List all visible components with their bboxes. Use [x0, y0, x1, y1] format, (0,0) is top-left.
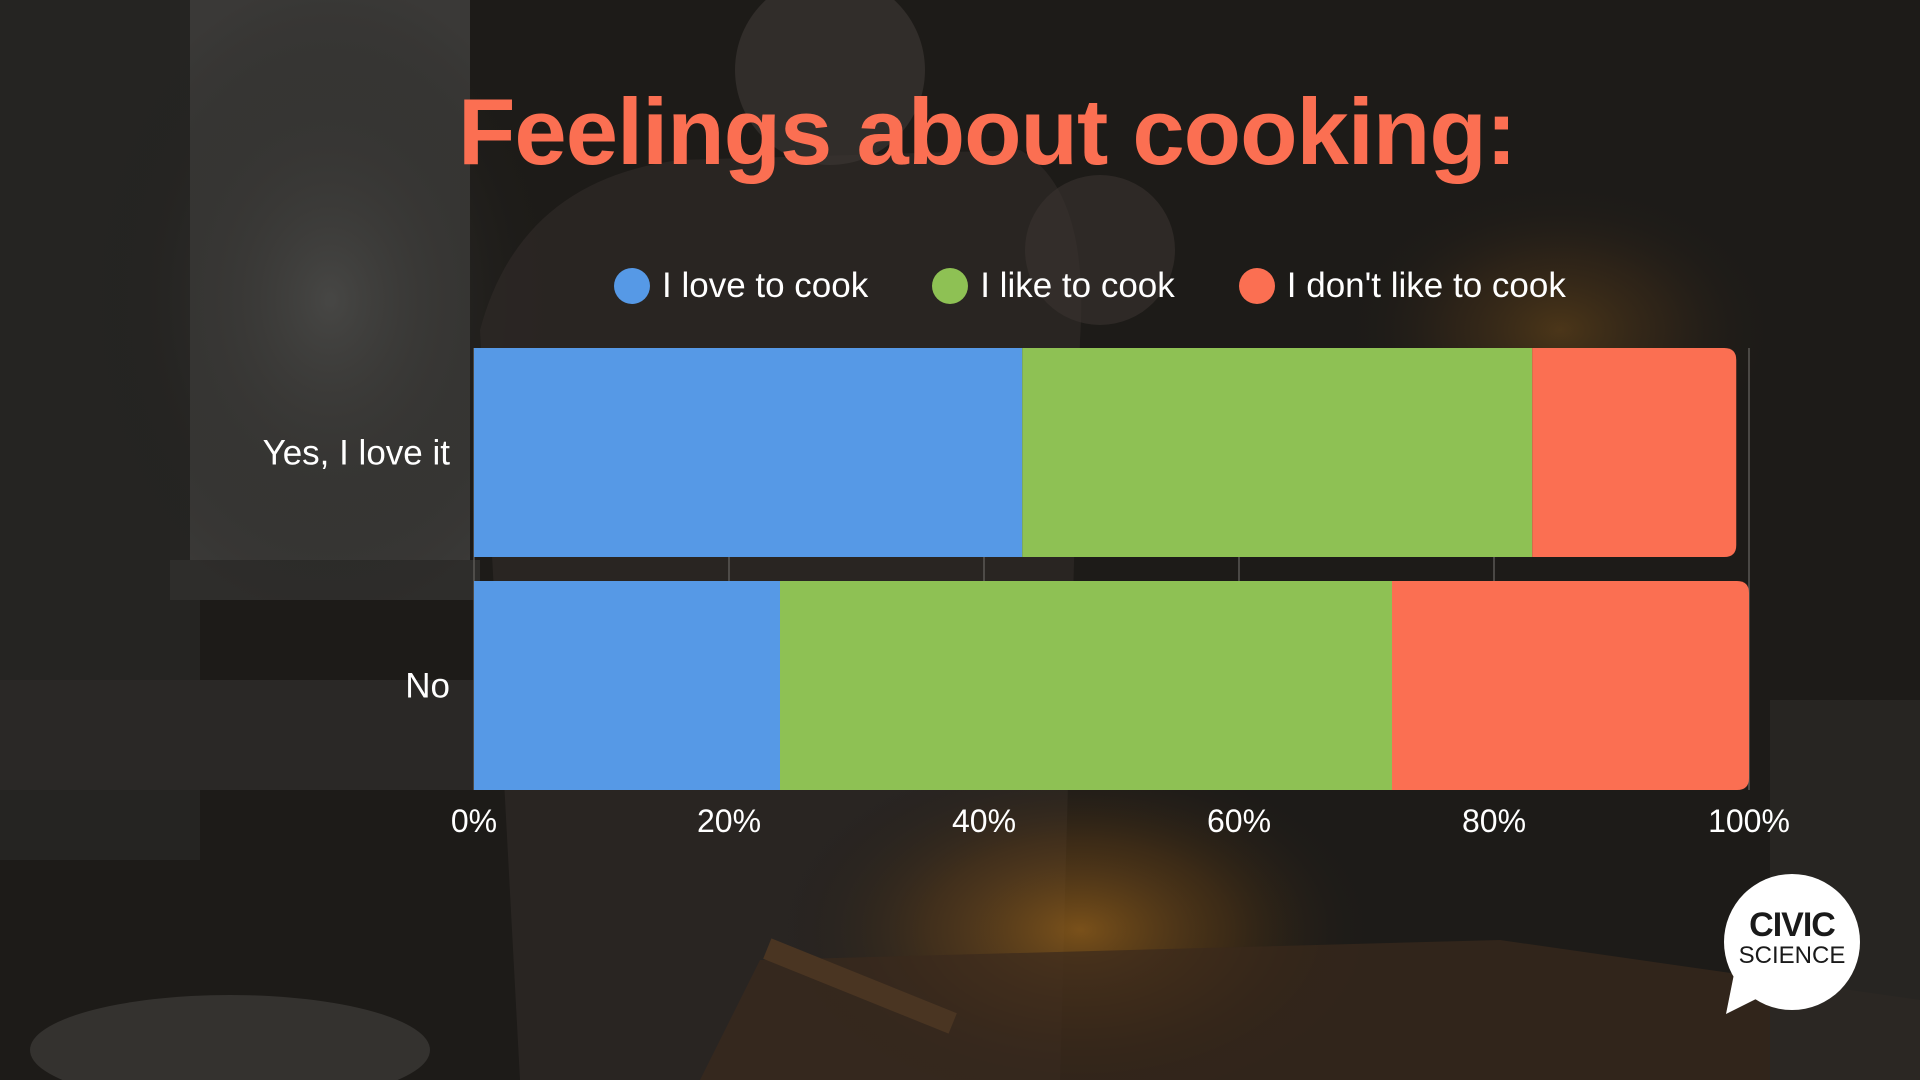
legend-label-like: I like to cook [980, 266, 1175, 305]
bar-segment [1392, 581, 1749, 790]
category-label: Yes, I love it [263, 434, 451, 473]
bar-segment [474, 581, 780, 790]
x-tick-label: 80% [1462, 803, 1526, 839]
x-tick-label: 60% [1207, 803, 1271, 839]
bar-segment [474, 348, 1023, 557]
legend-swatch-like [932, 268, 969, 304]
legend-swatch-dislike [1238, 268, 1275, 304]
chart-title: Feelings about cooking: [458, 79, 1517, 184]
x-tick-label: 100% [1708, 803, 1790, 839]
x-tick-label: 20% [697, 803, 761, 839]
x-tick-label: 0% [451, 803, 497, 839]
legend-label-love: I love to cook [662, 266, 869, 305]
bar-segment [780, 581, 1392, 790]
legend-item-dislike: I don't like to cook [1238, 266, 1566, 306]
legend-item-like: I like to cook [932, 266, 1175, 306]
x-tick-label: 40% [952, 803, 1016, 839]
legend-swatch-love [614, 268, 650, 304]
logo-wordmark: CIVIC SCIENCE [1722, 908, 1862, 968]
bar-segment [1532, 348, 1737, 557]
category-label: No [405, 667, 450, 706]
logo-line-2: SCIENCE [1738, 942, 1846, 969]
bar-segment [1022, 348, 1533, 557]
legend-item-love: I love to cook [614, 266, 868, 306]
civic-science-logo [1724, 874, 1860, 1014]
legend-label-dislike: I don't like to cook [1286, 266, 1566, 305]
chart-legend: I love to cook I like to cook I don't li… [614, 264, 1566, 308]
logo-line-1: CIVIC [1749, 906, 1836, 944]
